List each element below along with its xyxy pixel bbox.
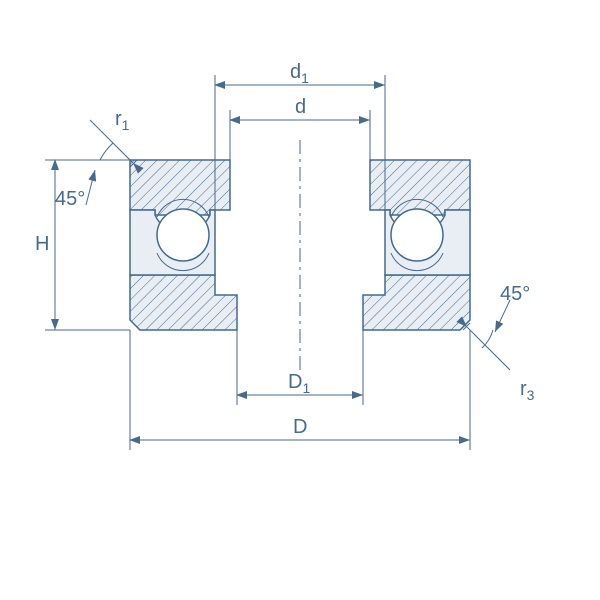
label-45-bot: 45° [500, 283, 530, 305]
label-r3: r3 [520, 378, 535, 403]
label-d: d [295, 96, 306, 118]
label-D1: D1 [288, 371, 310, 396]
label-D: D [293, 416, 307, 438]
label-r1: r1 [115, 108, 130, 133]
bearing-diagram: H 45° r1 45° r3 d1 d D1 D [0, 0, 600, 600]
seat-washer-left [130, 275, 237, 330]
seat-washer-right [363, 275, 470, 330]
label-H: H [35, 233, 49, 255]
label-d1: d1 [290, 61, 309, 86]
ball-left [157, 209, 209, 261]
label-45-top: 45° [55, 188, 85, 210]
ball-right [391, 209, 443, 261]
